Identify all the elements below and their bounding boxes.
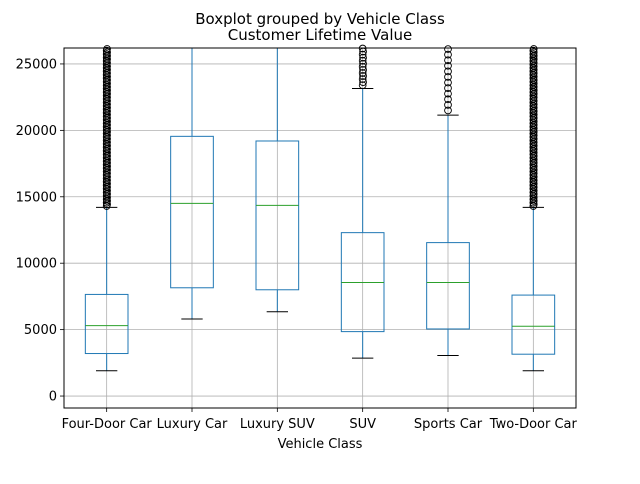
outlier-point <box>444 67 452 76</box>
chart-title: Customer Lifetime Value <box>228 26 413 44</box>
x-axis-label: Vehicle Class <box>278 437 363 452</box>
outlier-point <box>444 101 452 109</box>
x-tick-label: Luxury SUV <box>240 417 315 432</box>
outlier-point <box>444 73 452 81</box>
outlier-point <box>359 66 367 74</box>
box-group <box>84 45 129 372</box>
outlier-point <box>444 56 452 65</box>
y-tick-label: 5000 <box>24 323 57 338</box>
outlier-point <box>359 59 367 68</box>
outlier-point <box>444 95 452 104</box>
iqr-box <box>84 293 129 355</box>
x-tick-label: SUV <box>349 417 376 432</box>
outlier-point <box>358 81 367 90</box>
chart-suptitle: Boxplot grouped by Vehicle Class <box>195 10 445 28</box>
outlier-point <box>358 75 367 83</box>
outlier-point <box>103 45 111 53</box>
box-group <box>340 44 385 359</box>
y-tick-label: 0 <box>49 390 57 405</box>
iqr-box <box>511 294 556 355</box>
outlier-point <box>444 78 452 87</box>
plot-frame <box>63 47 577 409</box>
outlier-point <box>358 56 367 65</box>
grid-layer <box>64 48 576 408</box>
iqr-box <box>426 242 470 330</box>
outlier-point <box>359 72 367 80</box>
y-tick-label: 20000 <box>16 124 57 139</box>
y-tick-label: 25000 <box>16 57 57 72</box>
y-tick-label: 10000 <box>16 257 57 272</box>
outlier-point <box>358 50 367 59</box>
plot-layer <box>84 44 556 372</box>
outlier-point <box>444 45 452 53</box>
outlier-point <box>444 106 452 115</box>
outlier-point <box>444 61 452 70</box>
x-tick-label: Two-Door Car <box>489 417 578 432</box>
box-group <box>426 45 470 357</box>
outlier-point <box>444 89 452 98</box>
outlier-point <box>359 78 367 86</box>
outlier-point <box>444 50 452 59</box>
outlier-point <box>359 53 367 62</box>
outlier-point <box>358 69 367 77</box>
outlier-point <box>529 45 538 53</box>
axis-layer: 0 5000 10000 15000 20000 25000 Four-Door Car Lu… <box>16 57 578 432</box>
iqr-box <box>170 135 214 289</box>
iqr-box <box>255 140 300 291</box>
outlier-point <box>444 84 452 92</box>
outlier-point <box>358 44 367 53</box>
outlier-point <box>358 63 367 71</box>
x-tick-label: Four-Door Car <box>62 417 153 432</box>
y-tick-label: 15000 <box>16 190 57 205</box>
box-group <box>511 45 556 372</box>
x-tick-label: Luxury Car <box>157 417 228 432</box>
x-tick-label: Sports Car <box>414 417 483 432</box>
